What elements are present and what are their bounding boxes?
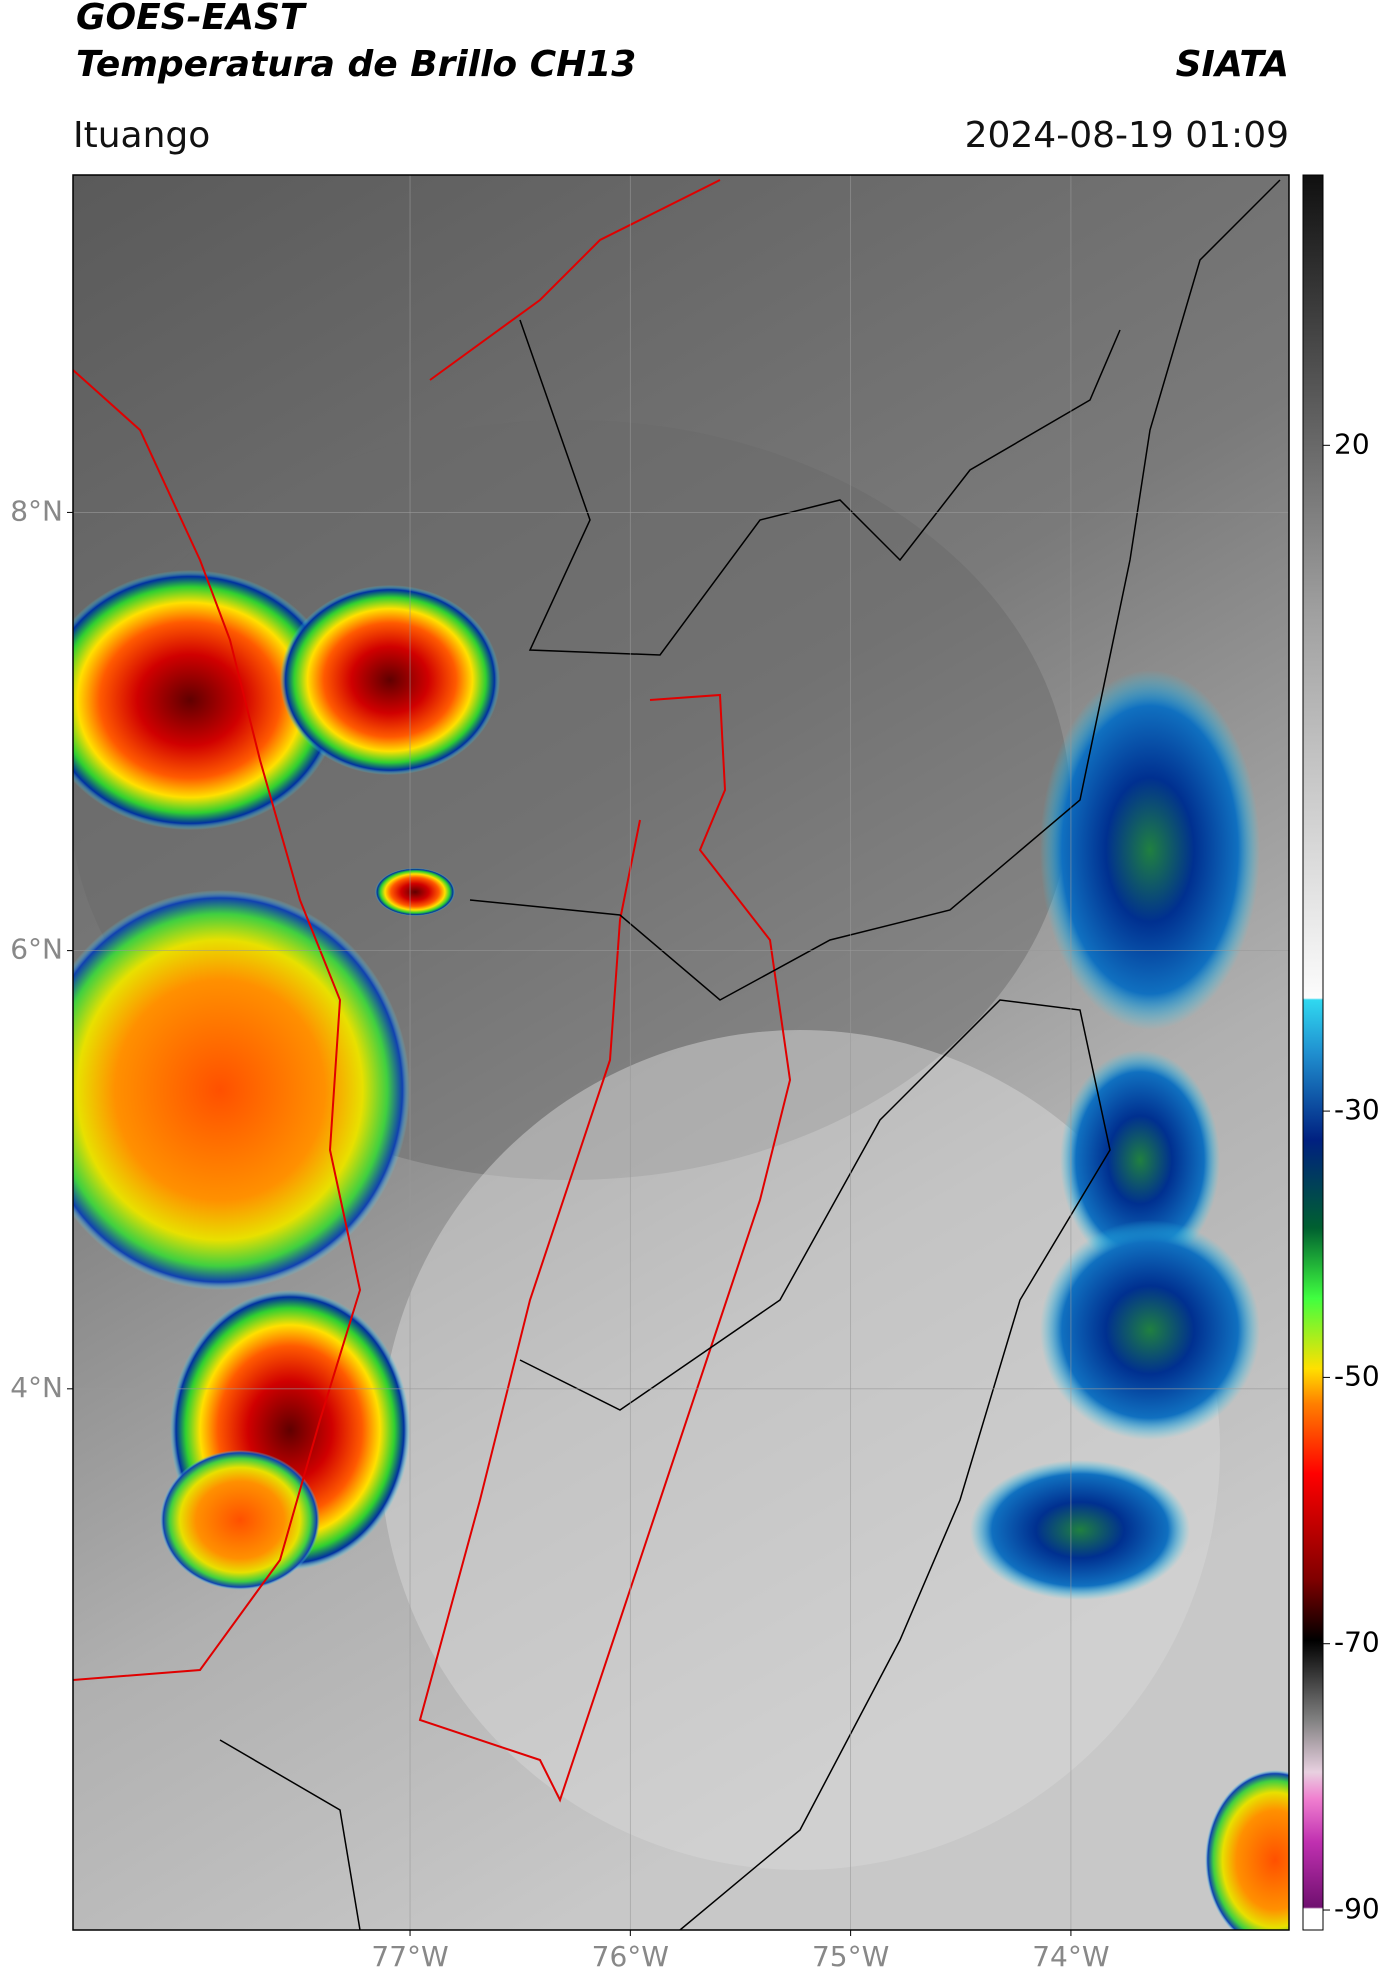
x-tick-label: 74°W (1032, 1940, 1109, 1973)
location: Ituango (73, 115, 210, 156)
colorbar-tick-label: -70 (1334, 1626, 1380, 1659)
colorbar (1302, 174, 1324, 1931)
x-tick-label: 75°W (812, 1940, 889, 1973)
title: GOES-EAST (76, 0, 307, 38)
y-tick-label: 4°N (10, 1371, 63, 1404)
x-tick-label: 76°W (592, 1940, 669, 1973)
y-tick-label: 8°N (10, 494, 63, 527)
map-image (73, 175, 1289, 1930)
colorbar-tick-label: -30 (1334, 1093, 1380, 1126)
x-tick-label: 77°W (371, 1940, 448, 1973)
colorbar-tick-label: -50 (1334, 1359, 1380, 1392)
datetime: 2024-08-19 01:09 (965, 115, 1289, 156)
brand: SIATA (1176, 44, 1289, 85)
colorbar-tick-label: -90 (1334, 1892, 1380, 1925)
y-tick-label: 6°N (10, 933, 63, 966)
subtitle: Temperatura de Brillo CH13 (76, 44, 636, 85)
map-frame (72, 174, 1290, 1931)
colorbar-tick-label: 20 (1334, 427, 1370, 460)
